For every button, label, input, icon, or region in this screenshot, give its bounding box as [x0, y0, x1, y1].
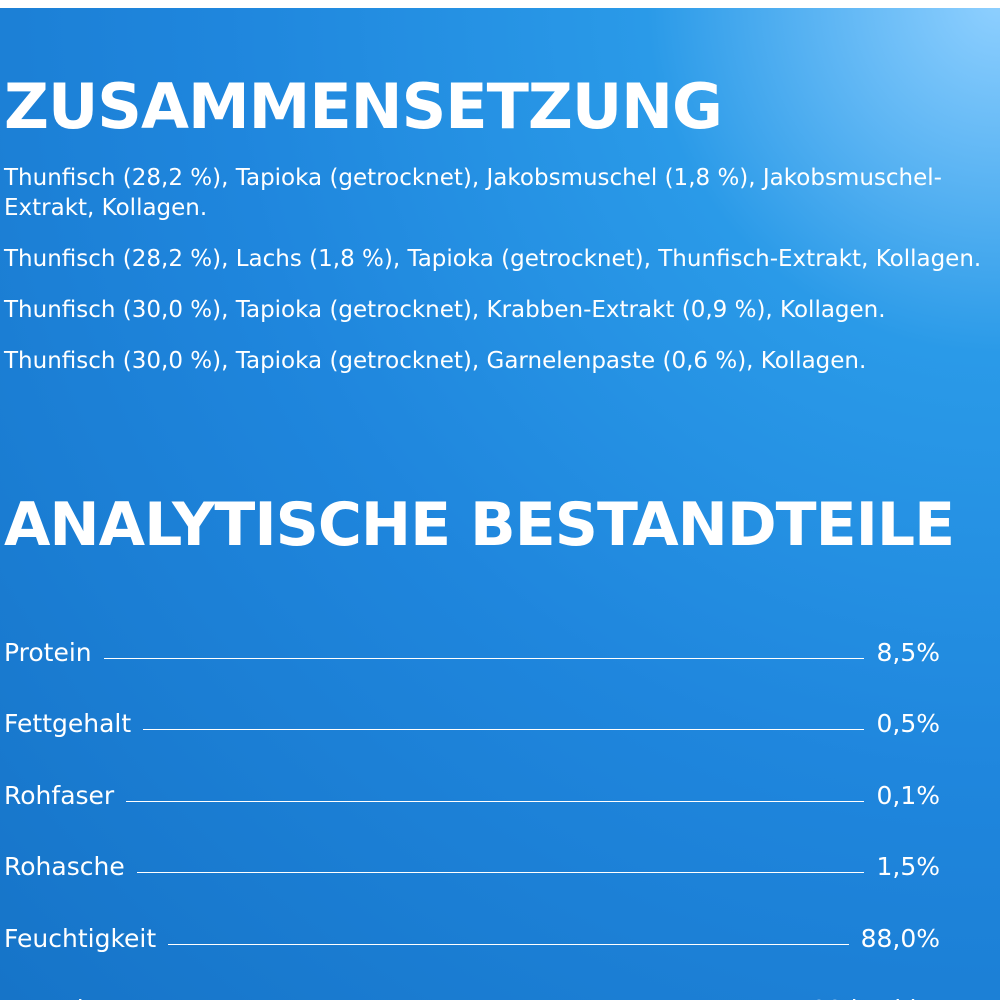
- section-title: ZUSAMMENSETZUNG: [4, 70, 723, 143]
- composition-list: Thunfisch (28,2 %), Tapioka (getrocknet)…: [4, 163, 984, 397]
- nutrient-name: Fettgehalt: [4, 709, 132, 738]
- nutrient-name: Rohasche: [4, 852, 125, 881]
- nutrient-value: 0,1%: [876, 780, 940, 810]
- leader-line: [136, 872, 865, 873]
- analysis-row: Protein 8,5%: [4, 595, 940, 667]
- nutrient-name: Rohfaser: [4, 780, 115, 810]
- nutrient-value: 1,5%: [876, 852, 940, 881]
- analysis-row: Energie 400 kcal/kg: [4, 953, 940, 1000]
- nutrient-value: 8,5%: [876, 637, 940, 667]
- top-bar: [0, 0, 1000, 8]
- nutrient-name: Feuchtigkeit: [4, 923, 157, 953]
- leader-line: [126, 800, 865, 802]
- nutrient-value: 400 kcal/kg: [795, 995, 940, 1000]
- ingredient-text: Thunfisch (28,2 %), Tapioka (getrocknet)…: [4, 165, 942, 221]
- analysis-row: Rohfaser 0,1%: [4, 738, 940, 810]
- nutrient-name: Energie: [4, 995, 99, 1000]
- nutrient-value: 0,5%: [876, 709, 940, 738]
- nutrient-name: Protein: [4, 637, 92, 667]
- ingredient-text: Thunfisch (30,0 %), Tapioka (getrocknet)…: [4, 348, 867, 374]
- ingredient-text: Thunfisch (30,0 %), Tapioka (getrocknet)…: [4, 297, 886, 323]
- leader-line: [143, 729, 865, 730]
- section-title: ANALYTISCHE BESTANDTEILE: [4, 490, 955, 560]
- leader-line: [103, 657, 865, 659]
- analysis-row: Feuchtigkeit 88,0%: [4, 881, 940, 953]
- nutrient-value: 88,0%: [860, 923, 940, 953]
- ingredient-text: Thunfisch (28,2 %), Lachs (1,8 %), Tapio…: [4, 246, 982, 272]
- analysis-row: Rohasche 1,5%: [4, 810, 940, 881]
- analysis-table: Protein 8,5% Fettgehalt 0,5% Rohfaser 0,1% Roh…: [4, 595, 940, 1000]
- leader-line: [168, 943, 849, 945]
- analysis-row: Fettgehalt 0,5%: [4, 667, 940, 738]
